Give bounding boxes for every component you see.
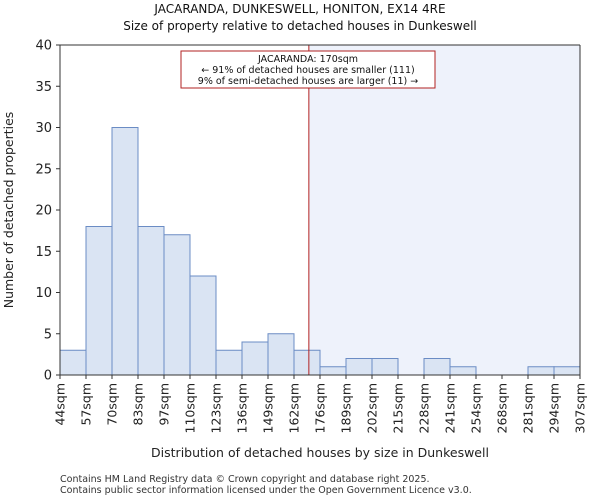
- histogram-bar: [527, 366, 555, 376]
- x-tick-label: 162sqm: [287, 383, 302, 433]
- histogram-bar: [371, 358, 399, 376]
- annotation-box: [180, 50, 436, 89]
- histogram-bar: [553, 366, 581, 376]
- x-tick-label: 83sqm: [131, 383, 146, 426]
- x-tick-label: 149sqm: [261, 383, 276, 433]
- chart-subtitle: Size of property relative to detached ho…: [123, 19, 477, 33]
- x-axis-label: Distribution of detached houses by size …: [151, 445, 489, 460]
- x-tick-label: 44sqm: [53, 383, 68, 426]
- x-tick-label: 241sqm: [443, 383, 458, 433]
- y-axis-label: Number of detached properties: [1, 112, 16, 309]
- annotation-line-3: 9% of semi-detached houses are larger (1…: [198, 76, 418, 87]
- annotation-line-2: ← 91% of detached houses are smaller (11…: [201, 65, 414, 76]
- x-tick-label: 268sqm: [495, 383, 510, 433]
- x-tick-label: 57sqm: [79, 383, 94, 426]
- footer-copyright: Contains HM Land Registry data © Crown c…: [60, 474, 430, 485]
- chart-title: JACARANDA, DUNKESWELL, HONITON, EX14 4RE: [154, 2, 446, 16]
- y-tick-label: 10: [35, 286, 52, 301]
- histogram-bar: [137, 226, 165, 376]
- histogram-bar: [267, 333, 295, 376]
- y-tick-label: 40: [35, 39, 52, 54]
- annotation-line-1: JACARANDA: 170sqm: [257, 54, 358, 65]
- y-tick-label: 0: [44, 369, 52, 384]
- footer-licence: Contains public sector information licen…: [60, 485, 472, 496]
- x-tick-label: 294sqm: [547, 383, 562, 433]
- y-tick-label: 35: [35, 80, 52, 95]
- y-tick-label: 20: [35, 204, 52, 219]
- histogram-bar: [189, 275, 217, 376]
- histogram-bar: [111, 127, 139, 376]
- histogram-bar: [423, 358, 451, 376]
- x-tick-label: 215sqm: [391, 383, 406, 433]
- x-tick-label: 202sqm: [365, 383, 380, 433]
- x-tick-label: 228sqm: [417, 383, 432, 433]
- x-tick-label: 123sqm: [209, 383, 224, 433]
- y-tick-label: 25: [35, 162, 52, 177]
- histogram-bar: [85, 226, 113, 376]
- x-tick-label: 254sqm: [469, 383, 484, 433]
- x-tick-label: 97sqm: [157, 383, 172, 426]
- larger-properties-region: [308, 45, 580, 375]
- histogram-bar: [241, 341, 269, 376]
- histogram-bar: [215, 349, 243, 376]
- x-tick-label: 70sqm: [105, 383, 120, 426]
- x-tick-label: 176sqm: [313, 383, 328, 433]
- x-tick-label: 307sqm: [573, 383, 588, 433]
- histogram-bar: [293, 349, 321, 376]
- histogram-bar: [345, 358, 373, 376]
- histogram-bar: [319, 366, 347, 376]
- x-tick-label: 110sqm: [183, 383, 198, 433]
- histogram-bar: [59, 349, 87, 376]
- y-tick-label: 30: [35, 121, 52, 136]
- x-tick-label: 281sqm: [521, 383, 536, 433]
- histogram-bar: [163, 234, 191, 376]
- histogram-bar: [449, 366, 477, 376]
- y-tick-label: 15: [35, 245, 52, 260]
- x-tick-label: 189sqm: [339, 383, 354, 433]
- y-tick-label: 5: [44, 327, 52, 342]
- x-tick-label: 136sqm: [235, 383, 250, 433]
